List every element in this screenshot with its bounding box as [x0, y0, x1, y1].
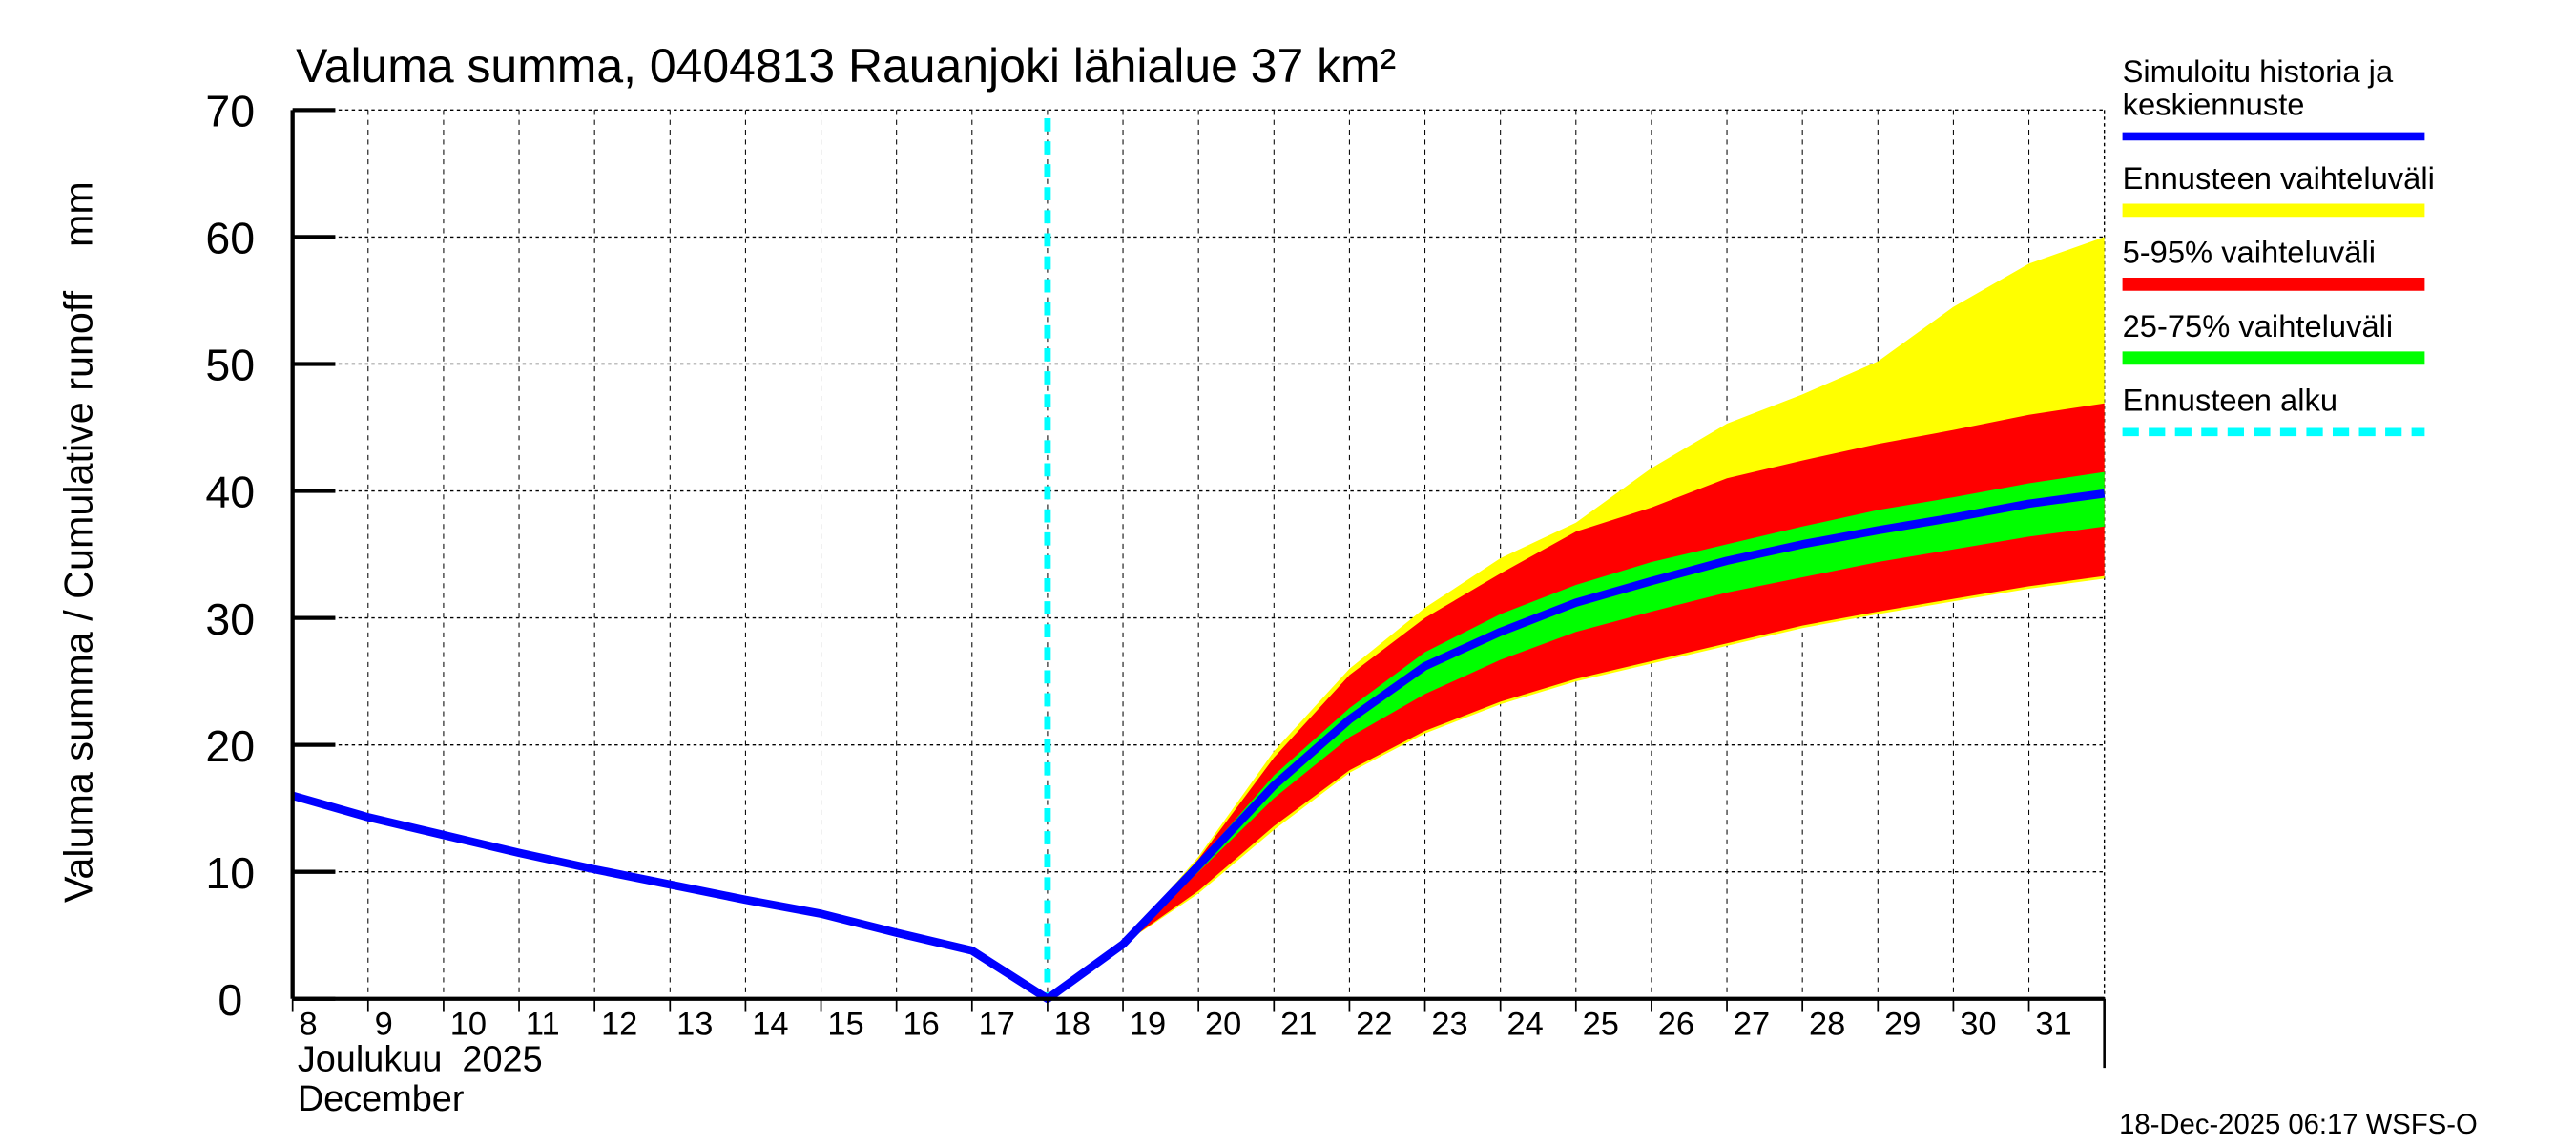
x-tick-label: 14	[752, 1007, 788, 1043]
chart-title: Valuma summa, 0404813 Rauanjoki lähialue…	[296, 39, 1396, 93]
legend-label: Ennusteen alku	[2123, 382, 2337, 417]
x-tick-label: 19	[1130, 1007, 1166, 1043]
x-tick-label: 9	[375, 1007, 393, 1043]
x-tick-label: 15	[827, 1007, 863, 1043]
x-tick-label: 29	[1884, 1007, 1921, 1043]
x-tick-label: 30	[1960, 1007, 1996, 1043]
band-25-75-vaihteluv-li	[1123, 471, 2105, 945]
x-tick-label: 18	[1054, 1007, 1091, 1043]
x-tick-label: 17	[979, 1007, 1015, 1043]
x-tick-label: 22	[1356, 1007, 1392, 1043]
y-tick-label: 30	[205, 594, 255, 644]
y-tick-label: 0	[218, 975, 242, 1025]
x-tick-label: 20	[1205, 1007, 1241, 1043]
lines	[291, 117, 2106, 1004]
y-tick-label: 60	[205, 214, 255, 263]
x-tick-label: 24	[1507, 1007, 1544, 1043]
band-5-95-vaihteluv-li	[1123, 403, 2105, 945]
x-tick-label: 31	[2035, 1007, 2071, 1043]
legend-label: Ennusteen vaihteluväli	[2123, 160, 2435, 196]
footer-timestamp: 18-Dec-2025 06:17 WSFS-O	[2119, 1110, 2478, 1140]
x-tick-label: 11	[526, 1007, 560, 1043]
y-tick-label: 40	[205, 468, 255, 517]
y-tick-label: 20	[205, 721, 255, 771]
axes: 0 10 20 30 40 50 60 70 8 9 10 11 12 13 14 15 16 17 18 19 20 2…	[205, 87, 2106, 1069]
y-axis-label: Valuma summa / Cumulative runoff mm	[57, 181, 101, 903]
y-tick-label: 50	[205, 341, 255, 390]
x-tick-label: 13	[676, 1007, 713, 1043]
legend-label: 5-95% vaihteluväli	[2123, 234, 2376, 269]
x-tick-label: 8	[300, 1007, 318, 1043]
x-tick-label: 25	[1583, 1007, 1619, 1043]
x-tick-label: 23	[1431, 1007, 1467, 1043]
x-axis-month-en: December	[298, 1079, 465, 1119]
y-tick-label: 10	[205, 848, 255, 898]
x-tick-label: 27	[1734, 1007, 1770, 1043]
y-tick-label: 70	[205, 87, 255, 136]
legend-label: keskiennuste	[2123, 87, 2305, 122]
legend-label: 25-75% vaihteluväli	[2123, 308, 2394, 344]
x-tick-label: 12	[601, 1007, 637, 1043]
x-tick-label: 16	[904, 1007, 940, 1043]
x-tick-label: 28	[1809, 1007, 1845, 1043]
x-tick-label: 10	[450, 1007, 487, 1043]
x-tick-label: 21	[1280, 1007, 1317, 1043]
x-axis-month-fi: Joulukuu 2025	[298, 1040, 543, 1080]
legend-label: Simuloitu historia ja	[2123, 53, 2394, 89]
x-tick-label: 26	[1658, 1007, 1694, 1043]
